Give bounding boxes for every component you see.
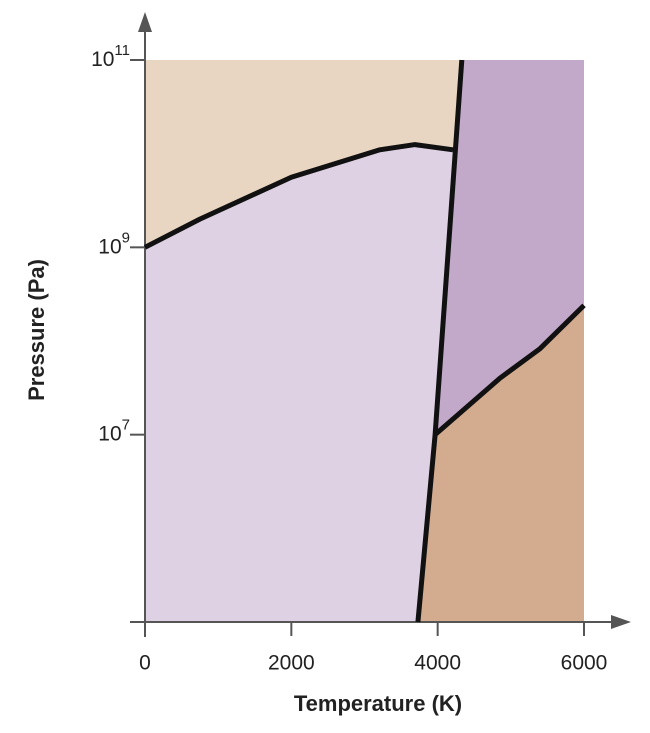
y-tick-exponent: 11 xyxy=(114,42,130,59)
phase-boundary xyxy=(433,303,586,437)
y-tick-exponent: 7 xyxy=(122,417,130,434)
x-axis-arrow xyxy=(611,615,631,629)
y-tick-exponent: 9 xyxy=(122,229,130,246)
phase-boundary xyxy=(143,142,454,250)
y-tick-label: 107 xyxy=(98,417,130,446)
x-tick-label: 0 xyxy=(139,652,151,675)
x-tick-label: 4000 xyxy=(414,652,461,675)
y-tick-base: 10 xyxy=(98,235,121,258)
y-tick-label: 109 xyxy=(98,229,130,258)
x-tick-label: 6000 xyxy=(561,652,608,675)
y-tick-label: 1011 xyxy=(91,42,130,71)
x-axis-title: Temperature (K) xyxy=(294,691,462,716)
x-tick-label: 2000 xyxy=(268,652,315,675)
y-axis-title: Pressure (Pa) xyxy=(24,259,49,401)
phase-boundary xyxy=(415,59,465,623)
phase-region xyxy=(417,305,584,622)
regions xyxy=(145,60,584,623)
y-axis-arrow xyxy=(138,12,152,32)
phase-region xyxy=(145,144,454,623)
y-tick-base: 10 xyxy=(91,48,114,71)
phase-region xyxy=(145,60,462,248)
y-tick-base: 10 xyxy=(98,422,121,445)
